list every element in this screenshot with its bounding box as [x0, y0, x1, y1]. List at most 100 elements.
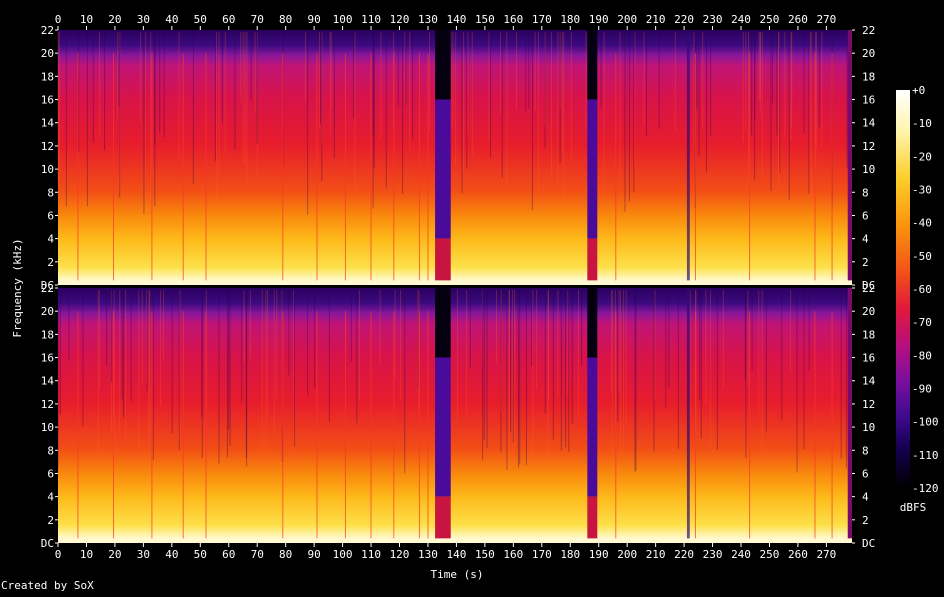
x-tick-label-top: 70	[251, 13, 264, 26]
y-tick-label-right: 22	[862, 24, 875, 37]
x-tick-label-top: 140	[446, 13, 466, 26]
colorbar-tick-label: -110	[912, 449, 939, 462]
y-tick-label-right: 20	[862, 305, 875, 318]
colorbar: +0 -10 -20 -30 -40 -50 -60 -70 -80 -90 -100 -110 -12…	[896, 84, 939, 495]
colorbar-tick-label: -90	[912, 383, 932, 396]
colorbar-tick-label: -10	[912, 117, 932, 130]
y-tick-label-left: 20	[41, 305, 54, 318]
silent-segment-mid	[435, 99, 451, 239]
colorbar-gradient	[896, 90, 910, 488]
x-tick-label-bottom: 270	[816, 548, 836, 561]
x-tick-label-bottom: 210	[646, 548, 666, 561]
colorbar-tick-label: -20	[912, 150, 932, 163]
low-frequency-band	[58, 280, 852, 285]
x-tick-label-bottom: 150	[475, 548, 495, 561]
y-tick-label-right: 10	[862, 163, 875, 176]
silent-segment-low	[587, 496, 598, 543]
y-tick-label-left: 12	[41, 140, 54, 153]
plot-area	[57, 30, 852, 543]
x-tick-label-top: 20	[108, 13, 121, 26]
silent-segment	[587, 288, 598, 358]
x-tick-label-bottom: 40	[165, 548, 178, 561]
x-tick-label-bottom: 260	[788, 548, 808, 561]
silent-segment-mid	[587, 99, 598, 239]
x-tick-label-bottom: 20	[108, 548, 121, 561]
y-tick-label-left: DC	[41, 279, 54, 292]
y-tick-label-left: 4	[47, 491, 54, 504]
y-tick-label-right: 20	[862, 47, 875, 60]
credit-text: Created by SoX	[1, 579, 94, 592]
y-tick-label-left: 8	[47, 186, 54, 199]
x-tick-label-top: 40	[165, 13, 178, 26]
silent-segment-low	[435, 496, 451, 543]
y-tick-label-left: 6	[47, 209, 54, 222]
x-tick-label-top: 30	[137, 13, 150, 26]
channel-1-panel	[57, 30, 852, 285]
colorbar-tick-label: -50	[912, 250, 932, 263]
x-tick-label-bottom: 60	[222, 548, 235, 561]
x-tick-label-bottom: 170	[532, 548, 552, 561]
end-segment	[847, 30, 852, 285]
x-tick-label-bottom: 110	[361, 548, 381, 561]
silent-segment-mid	[435, 357, 451, 497]
silent-segment	[435, 30, 451, 100]
y-tick-label-left: 8	[47, 444, 54, 457]
colorbar-tick-label: +0	[912, 84, 925, 97]
colorbar-tick-label: -70	[912, 316, 932, 329]
y-axis-label: Frequency (kHz)	[11, 238, 24, 337]
x-tick-label-bottom: 50	[194, 548, 207, 561]
channel-2-panel	[57, 288, 852, 543]
y-tick-label-right: 22	[862, 282, 875, 295]
spectrum-background	[58, 288, 852, 543]
x-tick-label-top: 80	[279, 13, 292, 26]
x-tick-label-bottom: 250	[760, 548, 780, 561]
y-tick-label-left: 10	[41, 163, 54, 176]
y-tick-label-left: 12	[41, 398, 54, 411]
y-tick-label-right: 12	[862, 140, 875, 153]
colorbar-label: dBFS	[900, 501, 927, 514]
y-tick-label-left: DC	[41, 537, 54, 550]
x-tick-label-top: 230	[703, 13, 723, 26]
x-tick-label-top: 90	[308, 13, 321, 26]
x-tick-label-top: 10	[80, 13, 93, 26]
y-tick-label-right: 6	[862, 209, 869, 222]
y-tick-label-left: 16	[41, 352, 54, 365]
transition-segment	[686, 288, 690, 543]
x-tick-label-top: 220	[674, 13, 694, 26]
x-tick-label-top: 270	[816, 13, 836, 26]
x-tick-label-top: 110	[361, 13, 381, 26]
end-segment	[847, 288, 852, 543]
y-tick-label-right: DC	[862, 279, 875, 292]
silent-segment-low	[587, 238, 598, 285]
y-tick-label-left: 18	[41, 328, 54, 341]
y-tick-label-left: 20	[41, 47, 54, 60]
x-tick-label-bottom: 30	[137, 548, 150, 561]
x-tick-label-bottom: 160	[503, 548, 523, 561]
x-tick-label-bottom: 200	[617, 548, 637, 561]
y-tick-label-right: 4	[862, 491, 869, 504]
y-tick-label-left: 14	[41, 117, 55, 130]
y-tick-label-right: 12	[862, 398, 875, 411]
x-tick-label-top: 120	[390, 13, 410, 26]
x-tick-label-top: 0	[55, 13, 62, 26]
x-tick-label-top: 180	[560, 13, 580, 26]
colorbar-tick-label: -80	[912, 349, 932, 362]
x-tick-label-bottom: 70	[251, 548, 264, 561]
silent-segment-mid	[587, 357, 598, 497]
y-tick-label-left: 22	[41, 282, 54, 295]
x-tick-label-bottom: 180	[560, 548, 580, 561]
y-tick-label-right: 16	[862, 352, 875, 365]
y-tick-label-left: 2	[47, 514, 54, 527]
x-tick-label-top: 240	[731, 13, 751, 26]
transition-segment	[686, 30, 690, 285]
low-frequency-band	[58, 538, 852, 543]
colorbar-tick-label: -120	[912, 482, 939, 495]
x-tick-label-bottom: 0	[55, 548, 62, 561]
colorbar-tick-label: -100	[912, 416, 939, 429]
x-tick-label-bottom: 120	[390, 548, 410, 561]
x-tick-label-top: 170	[532, 13, 552, 26]
colorbar-tick-label: -60	[912, 283, 932, 296]
